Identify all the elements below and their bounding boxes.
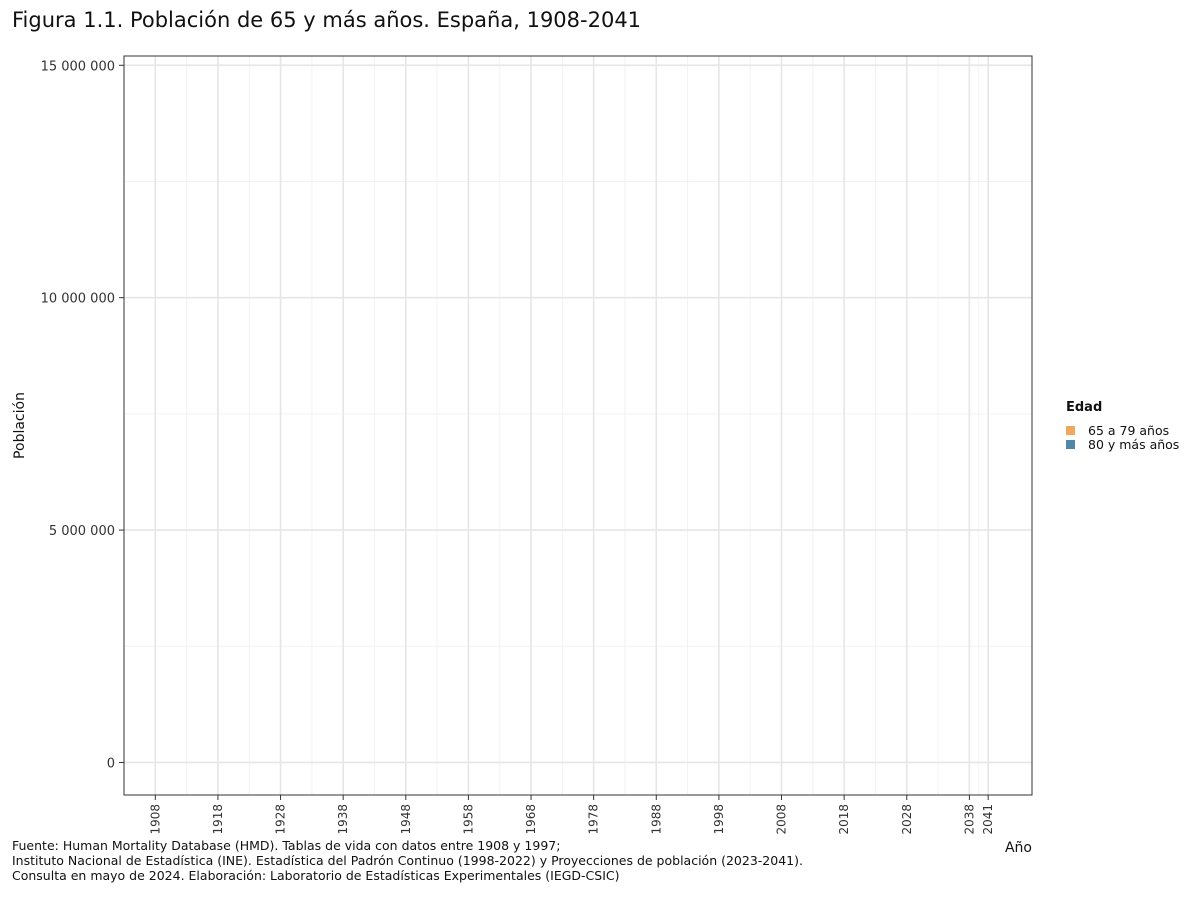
legend-label-80-plus: 80 y más años (1088, 436, 1180, 452)
x-tick-label: 1958 (461, 804, 475, 835)
grid-minor (124, 56, 1032, 795)
y-tick-label: 10 000 000 (41, 292, 115, 307)
caption-line-3: Consulta en mayo de 2024. Elaboración: L… (12, 868, 620, 883)
y-axis: 0 5 000 000 10 000 000 15 000 000 (41, 59, 124, 771)
x-tick-label: 2018 (837, 804, 851, 835)
chart-title: Figura 1.1. Población de 65 y más años. … (12, 8, 642, 32)
legend-label-65-79: 65 a 79 años (1088, 422, 1170, 438)
legend-item-65-79: 65 a 79 años (1066, 422, 1179, 438)
panel-border (123, 55, 1033, 796)
legend-item-80-plus: 80 y más años (1066, 436, 1180, 452)
x-tick-label: 1938 (336, 804, 350, 835)
caption-line-2: Instituto Nacional de Estadística (INE).… (12, 853, 803, 868)
x-tick-label: 1908 (148, 804, 162, 835)
x-tick-label: 1978 (587, 804, 601, 835)
legend-title: Edad (1066, 400, 1103, 415)
x-tick-label: 2041 (981, 804, 995, 835)
y-axis-title: Población (12, 392, 28, 459)
y-tick-label: 15 000 000 (41, 59, 115, 74)
x-tick-label: 1968 (524, 804, 538, 835)
x-tick-label: 1918 (211, 804, 225, 835)
legend: Edad 65 a 79 años 80 y más años (1066, 400, 1180, 452)
x-tick-label: 1928 (274, 804, 288, 835)
x-tick-label: 2028 (900, 804, 914, 835)
x-axis-title: Año (1005, 840, 1032, 856)
y-tick-label: 0 (107, 756, 115, 771)
x-tick-label: 1998 (712, 804, 726, 835)
chart-caption: Fuente: Human Mortality Database (HMD). … (12, 838, 803, 883)
grid-major (124, 56, 1032, 795)
x-axis: 1908 1918 1928 1938 1948 1958 1968 1978 1988 1998… (148, 795, 995, 835)
legend-swatch-80-plus (1066, 439, 1075, 449)
legend-swatch-65-79 (1066, 425, 1075, 435)
x-tick-label: 1988 (649, 804, 663, 835)
x-tick-label: 2008 (775, 804, 789, 835)
y-tick-label: 5 000 000 (49, 524, 115, 539)
caption-line-1: Fuente: Human Mortality Database (HMD). … (12, 838, 561, 853)
x-tick-label: 1948 (399, 804, 413, 835)
x-tick-label: 2038 (962, 804, 976, 835)
